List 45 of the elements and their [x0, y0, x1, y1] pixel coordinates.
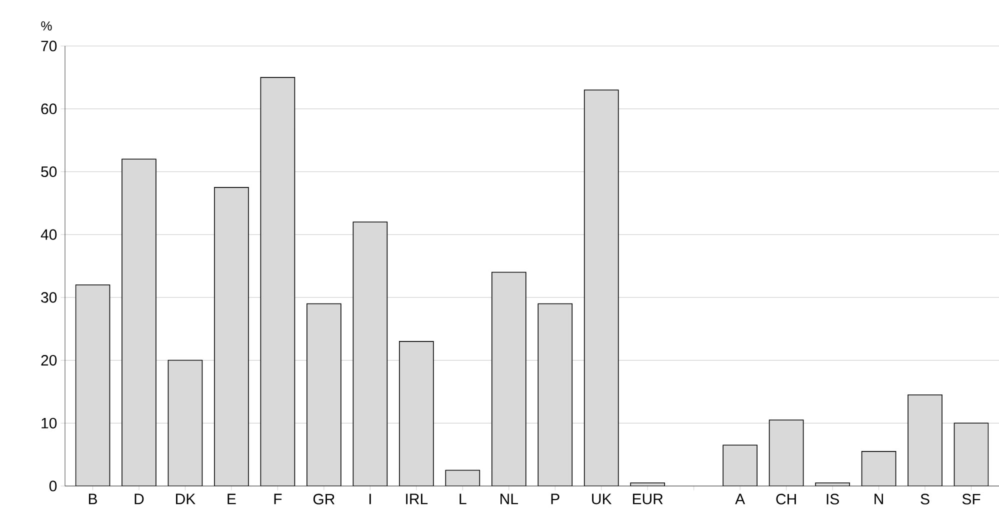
x-tick-label: N [874, 494, 883, 504]
y-tick-label: 70 [41, 40, 57, 52]
x-tick-label: UK [592, 494, 612, 504]
x-tick-label: IS [826, 494, 839, 504]
x-tick-label: DK [176, 494, 196, 504]
bar [768, 420, 804, 486]
x-tick-label: CH [776, 494, 796, 504]
x-tick-label: EUR [632, 494, 663, 504]
bar [954, 422, 989, 486]
x-tick-label: B [88, 494, 97, 504]
x-tick-label: NL [500, 494, 518, 504]
x-tick-label: E [228, 494, 236, 504]
y-tick-label: 0 [49, 480, 57, 492]
bar [861, 451, 896, 486]
x-tick-label: A [735, 494, 746, 504]
x-tick-label: GR [313, 494, 334, 504]
bar [908, 394, 942, 486]
x-tick-label: P [551, 494, 560, 504]
bar [214, 187, 249, 486]
x-tick-label: D [134, 494, 144, 504]
bar [538, 303, 573, 486]
x-tick-label: I [369, 494, 371, 504]
bar [399, 341, 434, 486]
y-tick-label: 60 [41, 104, 57, 114]
bar [584, 90, 619, 486]
bar [445, 470, 480, 486]
bar [352, 222, 388, 486]
x-tick-label: L [460, 494, 466, 504]
y-axis-title: % [41, 21, 52, 30]
bar [75, 284, 110, 486]
bar [306, 303, 342, 486]
bar [722, 444, 758, 486]
bar [168, 360, 203, 486]
y-tick-label: 20 [41, 354, 57, 366]
y-tick-label: 50 [41, 166, 57, 178]
x-tick-label: IRL [406, 494, 428, 504]
x-tick-label: SF [962, 494, 980, 504]
y-tick-label: 30 [41, 292, 57, 303]
y-tick-label: 40 [40, 229, 57, 240]
bar [491, 272, 526, 486]
bar [122, 158, 156, 486]
x-tick-label: F [274, 494, 282, 504]
bar [260, 77, 296, 486]
y-tick-label: 10 [42, 418, 57, 428]
x-tick-label: S [920, 494, 930, 504]
